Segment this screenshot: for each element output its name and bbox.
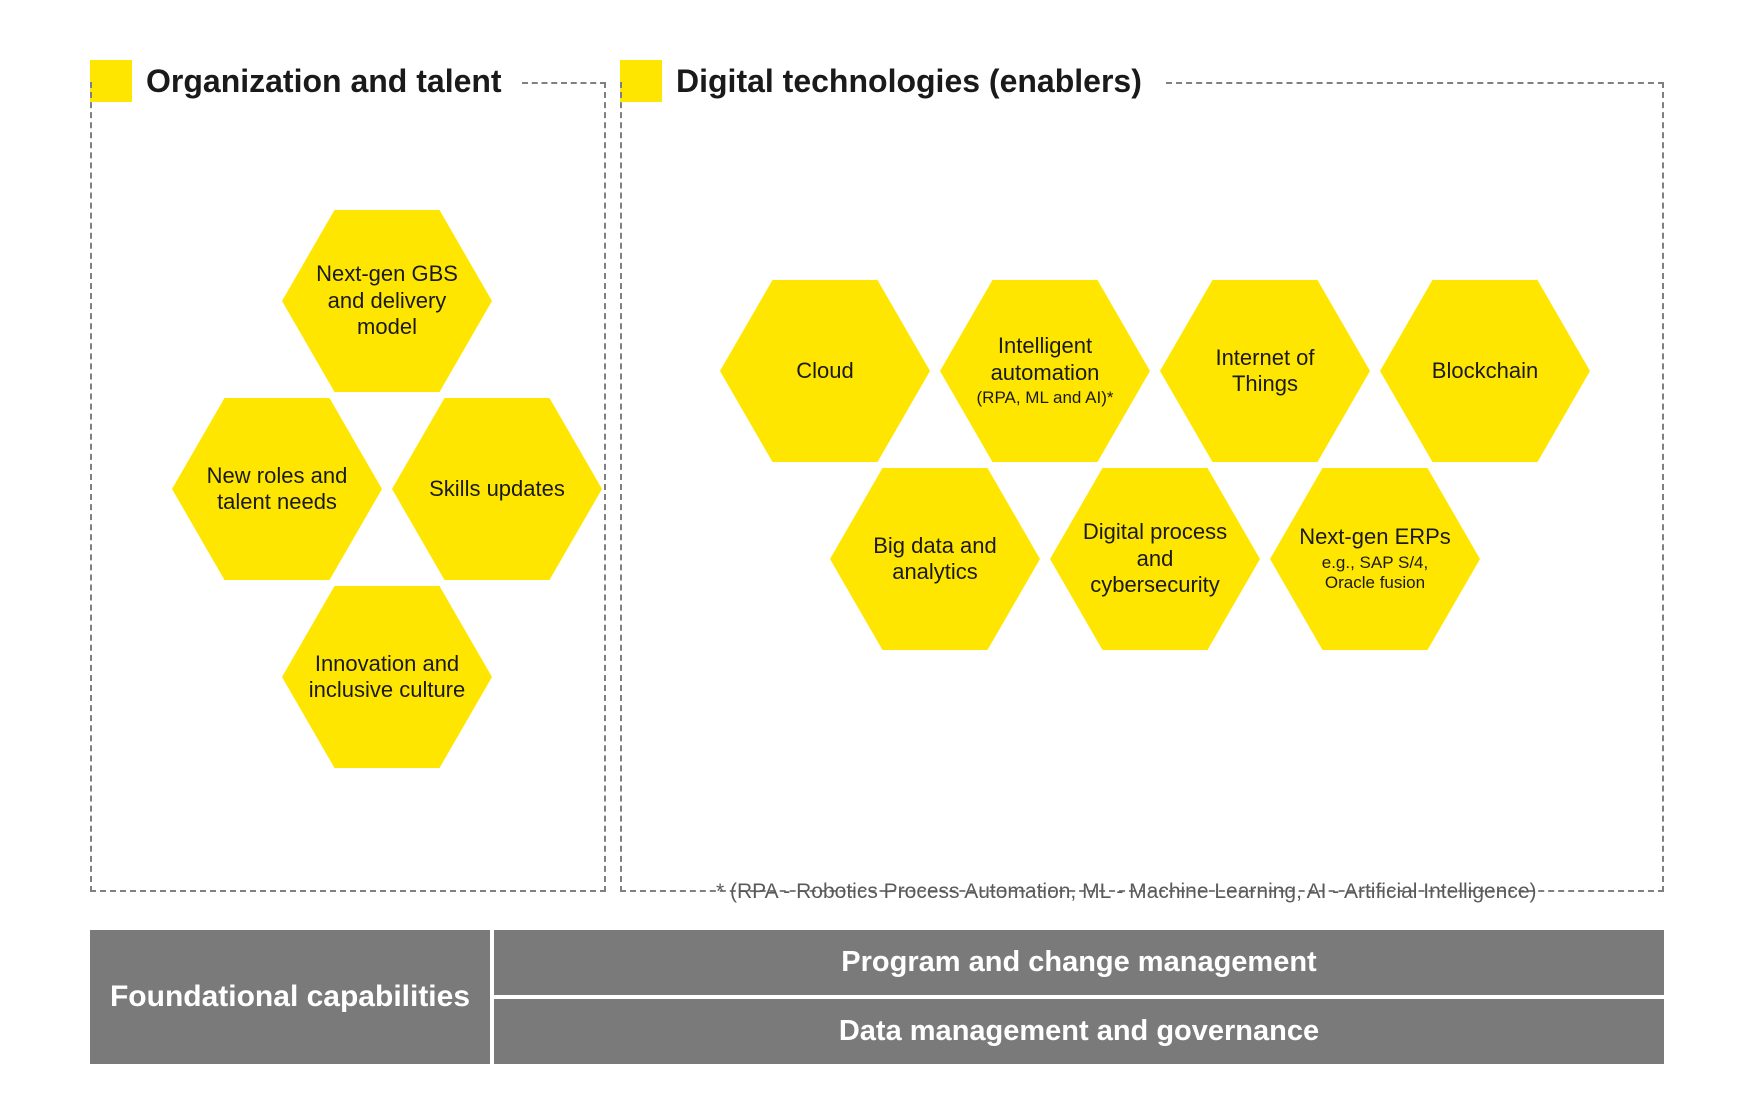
- hex-label: Digital process and cybersecurity: [1076, 519, 1234, 598]
- hex-label: Skills updates: [429, 476, 565, 502]
- band-left-label: Foundational capabilities: [90, 930, 490, 1064]
- hex-label: Intelligent automation: [966, 333, 1124, 386]
- hex-label: Next-gen GBS and delivery model: [308, 261, 466, 340]
- foundational-band: Foundational capabilities Program and ch…: [90, 930, 1664, 1064]
- band-row-program: Program and change management: [494, 930, 1664, 995]
- band-row-data: Data management and governance: [494, 999, 1664, 1064]
- band-right: Program and change management Data manag…: [494, 930, 1664, 1064]
- hex-label: New roles and talent needs: [198, 463, 356, 516]
- hex-sublabel: (RPA, ML and AI)*: [977, 388, 1114, 408]
- hex-label: Blockchain: [1432, 358, 1538, 384]
- band-row-label: Program and change management: [841, 946, 1316, 979]
- hex-label: Next-gen ERPs: [1299, 524, 1451, 550]
- band-row-label: Data management and governance: [839, 1015, 1319, 1048]
- hex-sublabel: e.g., SAP S/4, Oracle fusion: [1296, 553, 1454, 594]
- hex-label: Cloud: [796, 358, 853, 384]
- hex-label: Innovation and inclusive culture: [308, 651, 466, 704]
- diagram-canvas: Organization and talent Digital technolo…: [0, 0, 1762, 1118]
- band-left-text: Foundational capabilities: [110, 979, 470, 1015]
- dashed-top-right-segment: [1166, 82, 1664, 84]
- hex-label: Internet of Things: [1186, 345, 1344, 398]
- hex-label: Big data and analytics: [856, 533, 1014, 586]
- dashed-top-left-segment: [522, 82, 606, 84]
- footnote-text: * (RPA - Robotics Process Automation, ML…: [716, 880, 1537, 904]
